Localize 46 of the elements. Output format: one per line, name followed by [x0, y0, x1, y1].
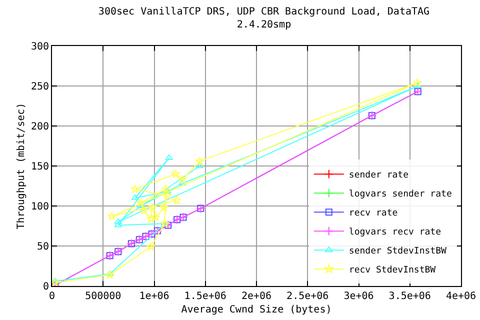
y-tick-label: 150 [30, 162, 49, 172]
legend-label: sender rate [348, 170, 409, 181]
y-tick-label: 100 [30, 202, 49, 212]
legend-label: sender StdevInstBW [348, 246, 448, 257]
x-tick-label: 1.5e+06 [184, 291, 226, 302]
point [130, 184, 140, 194]
legend-label: logvars sender rate [348, 190, 452, 200]
x-tick-label: 3.5e+06 [388, 291, 431, 302]
x-tick-label: 2e+06 [241, 291, 272, 302]
y-tick-label: 300 [30, 42, 49, 52]
y-tick-label: 200 [30, 122, 49, 132]
point [107, 212, 116, 220]
point [148, 202, 157, 212]
point [52, 278, 60, 286]
x-tick-label: 3e+06 [344, 291, 374, 302]
x-tick-label: 1e+06 [139, 291, 170, 302]
y-tick-label: 50 [36, 242, 49, 252]
legend-label: logvars recv rate [348, 228, 442, 238]
legend-label: recv rate [348, 208, 398, 219]
chart-subtitle: 2.4.20smp [236, 19, 292, 30]
point [160, 202, 169, 212]
point [412, 78, 422, 87]
point [172, 196, 182, 204]
x-tick-label: 500000 [85, 291, 122, 302]
point [146, 214, 156, 223]
point [105, 270, 114, 279]
point [178, 174, 187, 184]
legend-label: recv StdevInstBW [348, 266, 436, 276]
x-tick-label: 2.5e+06 [286, 291, 329, 302]
point [163, 188, 172, 194]
chart-title: 300sec VanillaTCP DRS, UDP CBR Background Load, DataTAG [98, 6, 430, 18]
x-tick-label: 4e+06 [446, 291, 476, 302]
point [161, 184, 170, 194]
point [171, 169, 180, 178]
y-tick-label: 250 [30, 82, 49, 92]
y-tick-label: 0 [42, 282, 49, 292]
point [151, 212, 160, 222]
point [140, 206, 149, 215]
x-axis-title: Average Cwnd Size (bytes) [181, 304, 332, 316]
point [114, 222, 122, 228]
y-axis-title: Throughput (mbit/sec) [16, 102, 27, 230]
point [195, 156, 204, 166]
point [146, 242, 156, 251]
point [162, 190, 172, 200]
point [136, 198, 146, 207]
point [178, 180, 186, 186]
